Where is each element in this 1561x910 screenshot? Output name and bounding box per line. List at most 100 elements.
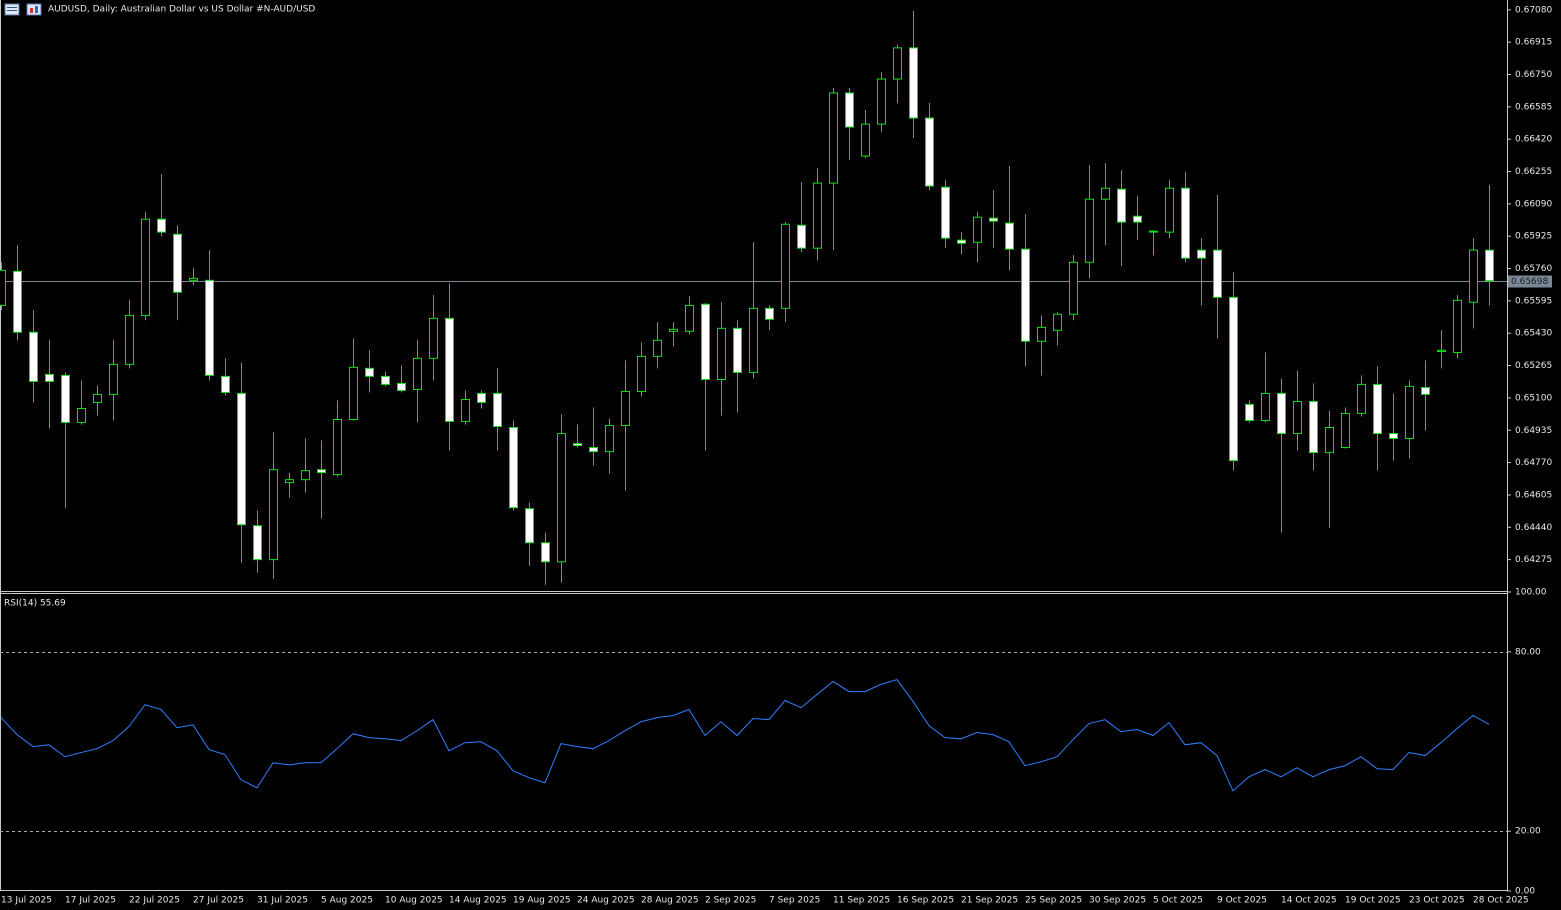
y-tick-label: 0.67080 xyxy=(1515,5,1552,15)
candle-body xyxy=(1229,296,1238,462)
y-tick-label: 0.65265 xyxy=(1515,361,1552,371)
x-tick-label: 30 Sep 2025 xyxy=(1089,896,1146,906)
candle-body xyxy=(0,269,6,306)
candle-body xyxy=(1469,249,1478,303)
candle-body xyxy=(109,363,118,395)
candle-body xyxy=(1133,215,1142,223)
candle-body xyxy=(941,186,950,239)
x-tick-label: 5 Oct 2025 xyxy=(1153,896,1203,906)
candle-body xyxy=(301,470,310,481)
y-tick-label: 0.64935 xyxy=(1515,426,1552,436)
icon xyxy=(26,3,42,16)
candle-body xyxy=(621,390,630,427)
candle-body xyxy=(285,479,294,484)
y-tick-label: 0.00 xyxy=(1515,887,1535,897)
candle-body xyxy=(157,218,166,233)
candle-body xyxy=(1213,249,1222,298)
candle-body xyxy=(237,392,246,526)
candle-body xyxy=(669,328,678,332)
candle-body xyxy=(637,355,646,392)
indicator-title: RSI(14) 55.69 xyxy=(4,599,66,609)
x-tick-label: 17 Jul 2025 xyxy=(65,896,116,906)
candle-body xyxy=(893,47,902,80)
x-tick-label: 7 Sep 2025 xyxy=(769,896,820,906)
candle-body xyxy=(557,433,566,563)
candle-body xyxy=(541,542,550,563)
candle-body xyxy=(29,331,38,382)
candle-body xyxy=(1389,433,1398,439)
candle-body xyxy=(413,357,422,390)
candle-body xyxy=(1085,198,1094,263)
candle-body xyxy=(381,375,390,385)
candle-body xyxy=(317,469,326,474)
candle-body xyxy=(861,123,870,157)
candle-body xyxy=(61,374,70,423)
candle-body xyxy=(717,327,726,380)
candle-body xyxy=(1437,349,1446,352)
x-tick-label: 25 Sep 2025 xyxy=(1025,896,1082,906)
candle-body xyxy=(589,447,598,453)
candle-body xyxy=(989,217,998,222)
candle-body xyxy=(141,218,150,316)
candle-body xyxy=(477,392,486,403)
y-tick-label: 0.66255 xyxy=(1515,167,1552,177)
candle-body xyxy=(1165,187,1174,233)
candle-body xyxy=(509,427,518,509)
candle-body xyxy=(781,223,790,309)
candle-body xyxy=(909,47,918,119)
candle-body xyxy=(493,392,502,428)
toolbar-icons xyxy=(4,3,42,16)
candle-body xyxy=(1325,427,1334,454)
candle-body xyxy=(397,382,406,391)
rsi-line xyxy=(0,679,1490,792)
current-price-label: 0.65698 xyxy=(1511,277,1548,287)
candle-body xyxy=(1485,249,1494,282)
candle-body xyxy=(797,224,806,249)
x-tick-label: 22 Jul 2025 xyxy=(129,896,180,906)
y-tick-label: 0.65100 xyxy=(1515,393,1552,403)
x-tick-label: 19 Aug 2025 xyxy=(513,896,571,906)
candle-body xyxy=(1357,383,1366,414)
x-tick-label: 28 Oct 2025 xyxy=(1473,896,1529,906)
candle-body xyxy=(1405,385,1414,439)
y-tick-label: 0.66750 xyxy=(1515,70,1552,80)
y-tick-label: 0.66915 xyxy=(1515,38,1552,48)
candle-body xyxy=(13,270,22,333)
candle-body xyxy=(1069,261,1078,315)
candle-body xyxy=(1421,387,1430,395)
candle-body xyxy=(125,314,134,365)
y-tick-label: 0.64770 xyxy=(1515,458,1552,468)
x-tick-label: 31 Jul 2025 xyxy=(257,896,308,906)
candle-body xyxy=(925,117,934,187)
icon xyxy=(30,8,33,13)
candle-body xyxy=(349,366,358,420)
y-tick-label: 0.65430 xyxy=(1515,329,1552,339)
y-tick-label: 100.00 xyxy=(1515,588,1547,598)
x-tick-label: 23 Oct 2025 xyxy=(1409,896,1465,906)
candle-body xyxy=(653,339,662,357)
candle-body xyxy=(253,525,262,561)
current-price-tag xyxy=(1508,275,1552,288)
candle-body xyxy=(845,92,854,128)
candle-body xyxy=(1245,403,1254,421)
candle-body xyxy=(525,508,534,544)
x-tick-label: 27 Jul 2025 xyxy=(193,896,244,906)
candle-body xyxy=(1149,230,1158,233)
candle-body xyxy=(1453,299,1462,353)
candle-body xyxy=(445,317,454,422)
candle-body xyxy=(813,182,822,249)
y-tick-label: 0.66090 xyxy=(1515,199,1552,209)
y-tick-label: 0.64275 xyxy=(1515,555,1552,565)
candle-body xyxy=(685,304,694,332)
candle-body xyxy=(189,277,198,281)
candle-body xyxy=(1309,400,1318,454)
candle-body xyxy=(1197,249,1206,259)
candle-body xyxy=(605,425,614,453)
x-tick-label: 21 Sep 2025 xyxy=(961,896,1018,906)
candle-body xyxy=(749,307,758,373)
candle-body xyxy=(269,469,278,561)
y-tick-label: 0.64605 xyxy=(1515,490,1552,500)
y-tick-label: 0.65595 xyxy=(1515,296,1552,306)
